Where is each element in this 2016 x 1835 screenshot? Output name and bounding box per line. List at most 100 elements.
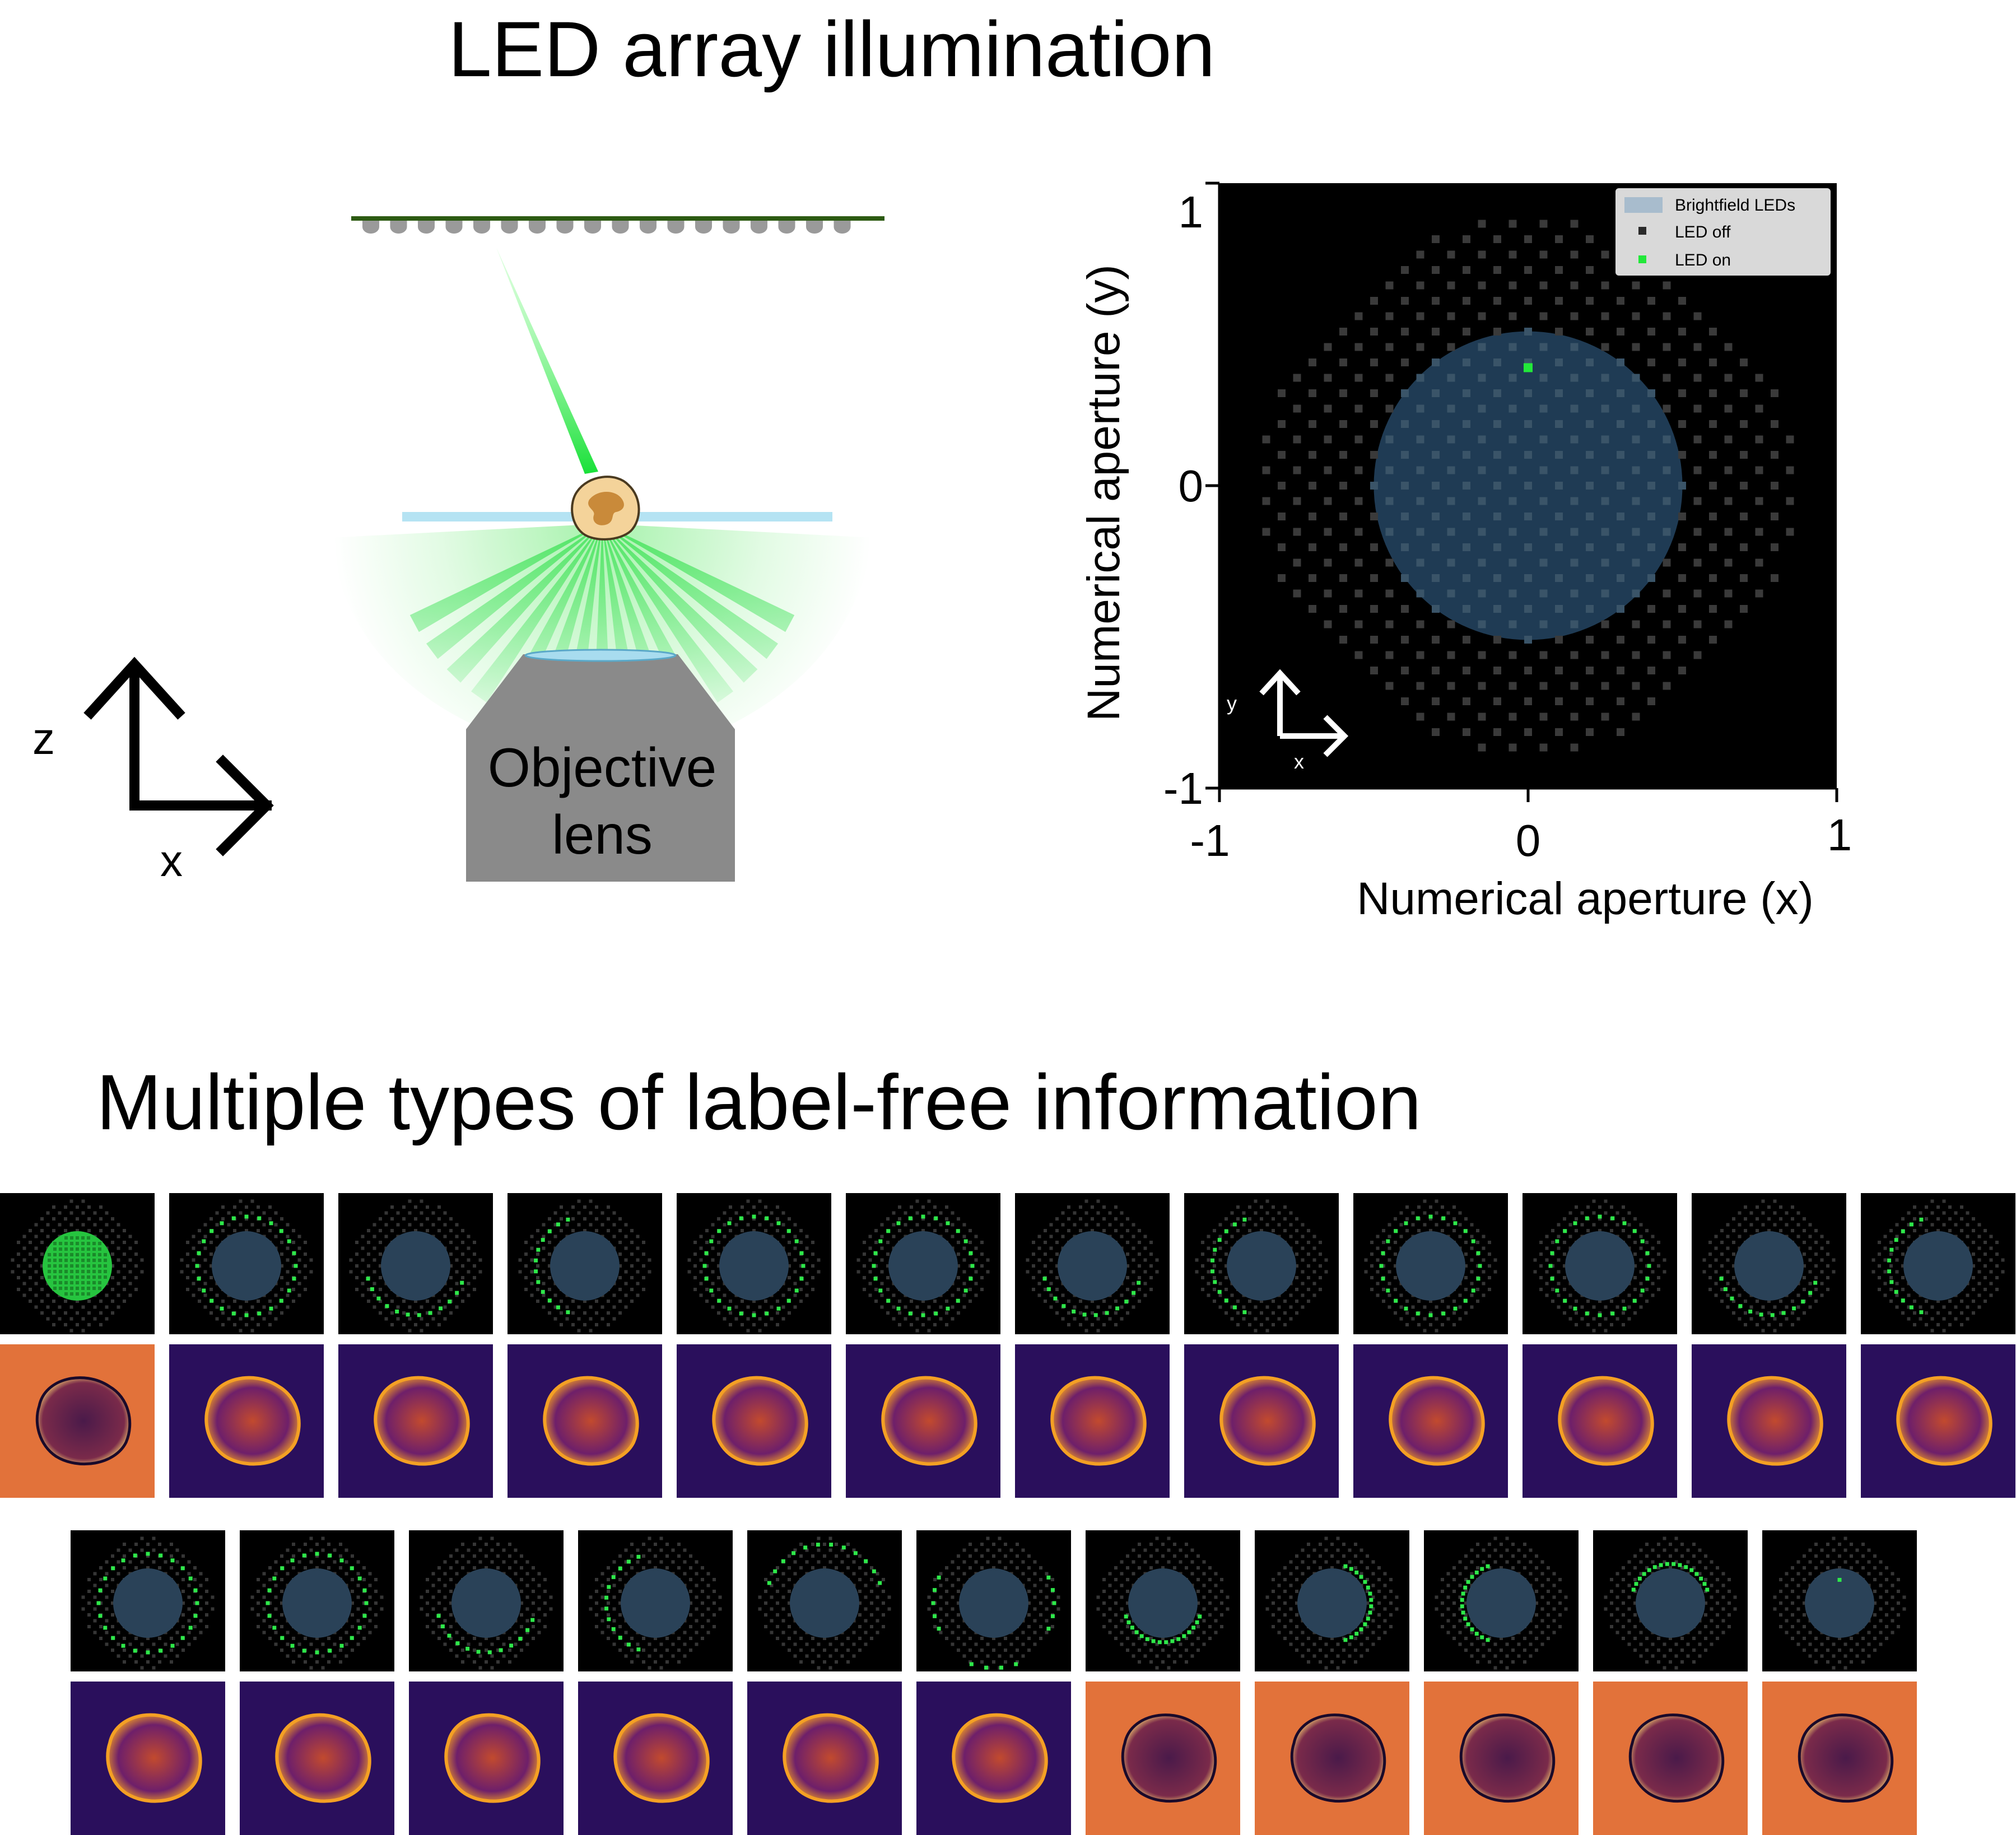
illumination-panel xyxy=(409,1530,564,1835)
led-off-point xyxy=(1555,235,1563,243)
led-off-point xyxy=(1355,497,1363,505)
led-pattern-thumbnail xyxy=(169,1193,324,1334)
led-pattern-thumbnail xyxy=(1692,1193,1846,1334)
led-bump xyxy=(806,221,823,234)
led-off-point xyxy=(1678,636,1686,644)
led-off-point xyxy=(1709,358,1717,366)
led-off-point xyxy=(1524,235,1532,243)
led-off-point xyxy=(1447,374,1455,382)
led-off-point xyxy=(1571,590,1579,598)
led-off-point xyxy=(1324,590,1332,598)
reconstructed-image-thumbnail xyxy=(747,1682,902,1835)
led-off-point xyxy=(1524,543,1532,551)
led-off-point xyxy=(1478,467,1486,474)
led-off-point xyxy=(1601,682,1609,690)
led-off-point xyxy=(1555,297,1563,305)
reconstructed-image-thumbnail xyxy=(1762,1682,1917,1835)
led-bump xyxy=(723,221,740,234)
led-off-point xyxy=(1339,328,1347,336)
led-off-point xyxy=(1309,574,1316,582)
led-off-point xyxy=(1647,482,1655,490)
chart-legend: Brightfield LEDs LED off LED on xyxy=(1615,188,1831,276)
illumination-panel xyxy=(578,1530,733,1835)
led-pattern-thumbnail xyxy=(240,1530,394,1671)
led-off-point xyxy=(1601,497,1609,505)
reconstructed-image-thumbnail xyxy=(1086,1682,1240,1835)
led-pattern-thumbnail xyxy=(1015,1193,1170,1334)
led-off-point xyxy=(1617,574,1624,582)
led-off-point xyxy=(1524,513,1532,520)
led-off-point xyxy=(1586,605,1594,613)
led-off-point xyxy=(1740,482,1748,490)
led-off-point xyxy=(1632,436,1640,444)
led-off-point xyxy=(1601,590,1609,598)
led-off-point xyxy=(1617,667,1624,674)
led-off-point xyxy=(1463,266,1470,274)
led-off-point xyxy=(1417,590,1424,598)
led-off-point xyxy=(1678,389,1686,397)
led-bump xyxy=(695,221,712,234)
led-off-point xyxy=(1740,358,1748,366)
reconstructed-image-thumbnail xyxy=(0,1344,155,1498)
led-off-point xyxy=(1401,543,1409,551)
led-off-point xyxy=(1647,667,1655,674)
led-off-point xyxy=(1463,543,1470,551)
led-off-point xyxy=(1447,313,1455,320)
cell-icon xyxy=(572,477,639,539)
led-off-point xyxy=(1355,436,1363,444)
led-off-point xyxy=(1647,543,1655,551)
led-off-point xyxy=(1540,220,1548,228)
led-off-point xyxy=(1417,282,1424,290)
led-off-point xyxy=(1540,467,1548,474)
illumination-panel xyxy=(169,1193,324,1498)
led-off-point xyxy=(1524,605,1532,613)
led-off-point xyxy=(1678,482,1686,490)
led-off-point xyxy=(1339,420,1347,428)
led-off-point xyxy=(1493,697,1501,705)
led-off-point xyxy=(1678,358,1686,366)
led-off-point xyxy=(1601,559,1609,567)
led-off-point xyxy=(1555,667,1563,674)
led-off-point xyxy=(1370,667,1378,674)
led-off-point xyxy=(1617,328,1624,336)
led-off-point xyxy=(1555,420,1563,428)
led-off-point xyxy=(1632,497,1640,505)
led-off-point xyxy=(1509,251,1517,259)
led-off-point xyxy=(1386,682,1394,690)
led-off-point xyxy=(1555,266,1563,274)
led-off-point xyxy=(1309,605,1316,613)
led-off-point xyxy=(1432,266,1440,274)
led-off-point xyxy=(1725,621,1733,628)
objective-label-line2: lens xyxy=(465,801,739,868)
objective-label-line1: Objective xyxy=(465,734,739,801)
led-off-point xyxy=(1447,590,1455,598)
led-off-point xyxy=(1309,543,1316,551)
led-off-point xyxy=(1663,436,1671,444)
led-off-point xyxy=(1417,713,1424,721)
led-off-point xyxy=(1647,697,1655,705)
led-pattern-thumbnail xyxy=(508,1193,662,1334)
led-off-point xyxy=(1447,282,1455,290)
led-off-point xyxy=(1401,574,1409,582)
led-off-point xyxy=(1463,389,1470,397)
led-off-point xyxy=(1632,374,1640,382)
reconstructed-image-thumbnail xyxy=(916,1682,1071,1835)
led-off-point xyxy=(1555,328,1563,336)
led-off-point xyxy=(1647,297,1655,305)
led-off-point xyxy=(1293,467,1301,474)
reconstructed-image-thumbnail xyxy=(1255,1682,1409,1835)
led-off-point xyxy=(1663,559,1671,567)
led-off-point xyxy=(1663,682,1671,690)
led-off-point xyxy=(1278,574,1286,582)
led-off-point xyxy=(1524,266,1532,274)
led-off-point xyxy=(1786,528,1794,536)
led-off-point xyxy=(1386,343,1394,351)
led-off-point xyxy=(1709,420,1717,428)
led-off-point xyxy=(1417,467,1424,474)
led-off-point xyxy=(1401,389,1409,397)
led-off-point xyxy=(1571,405,1579,413)
led-off-point xyxy=(1571,282,1579,290)
led-off-point xyxy=(1540,744,1548,752)
led-off-point xyxy=(1663,405,1671,413)
led-off-point xyxy=(1663,343,1671,351)
